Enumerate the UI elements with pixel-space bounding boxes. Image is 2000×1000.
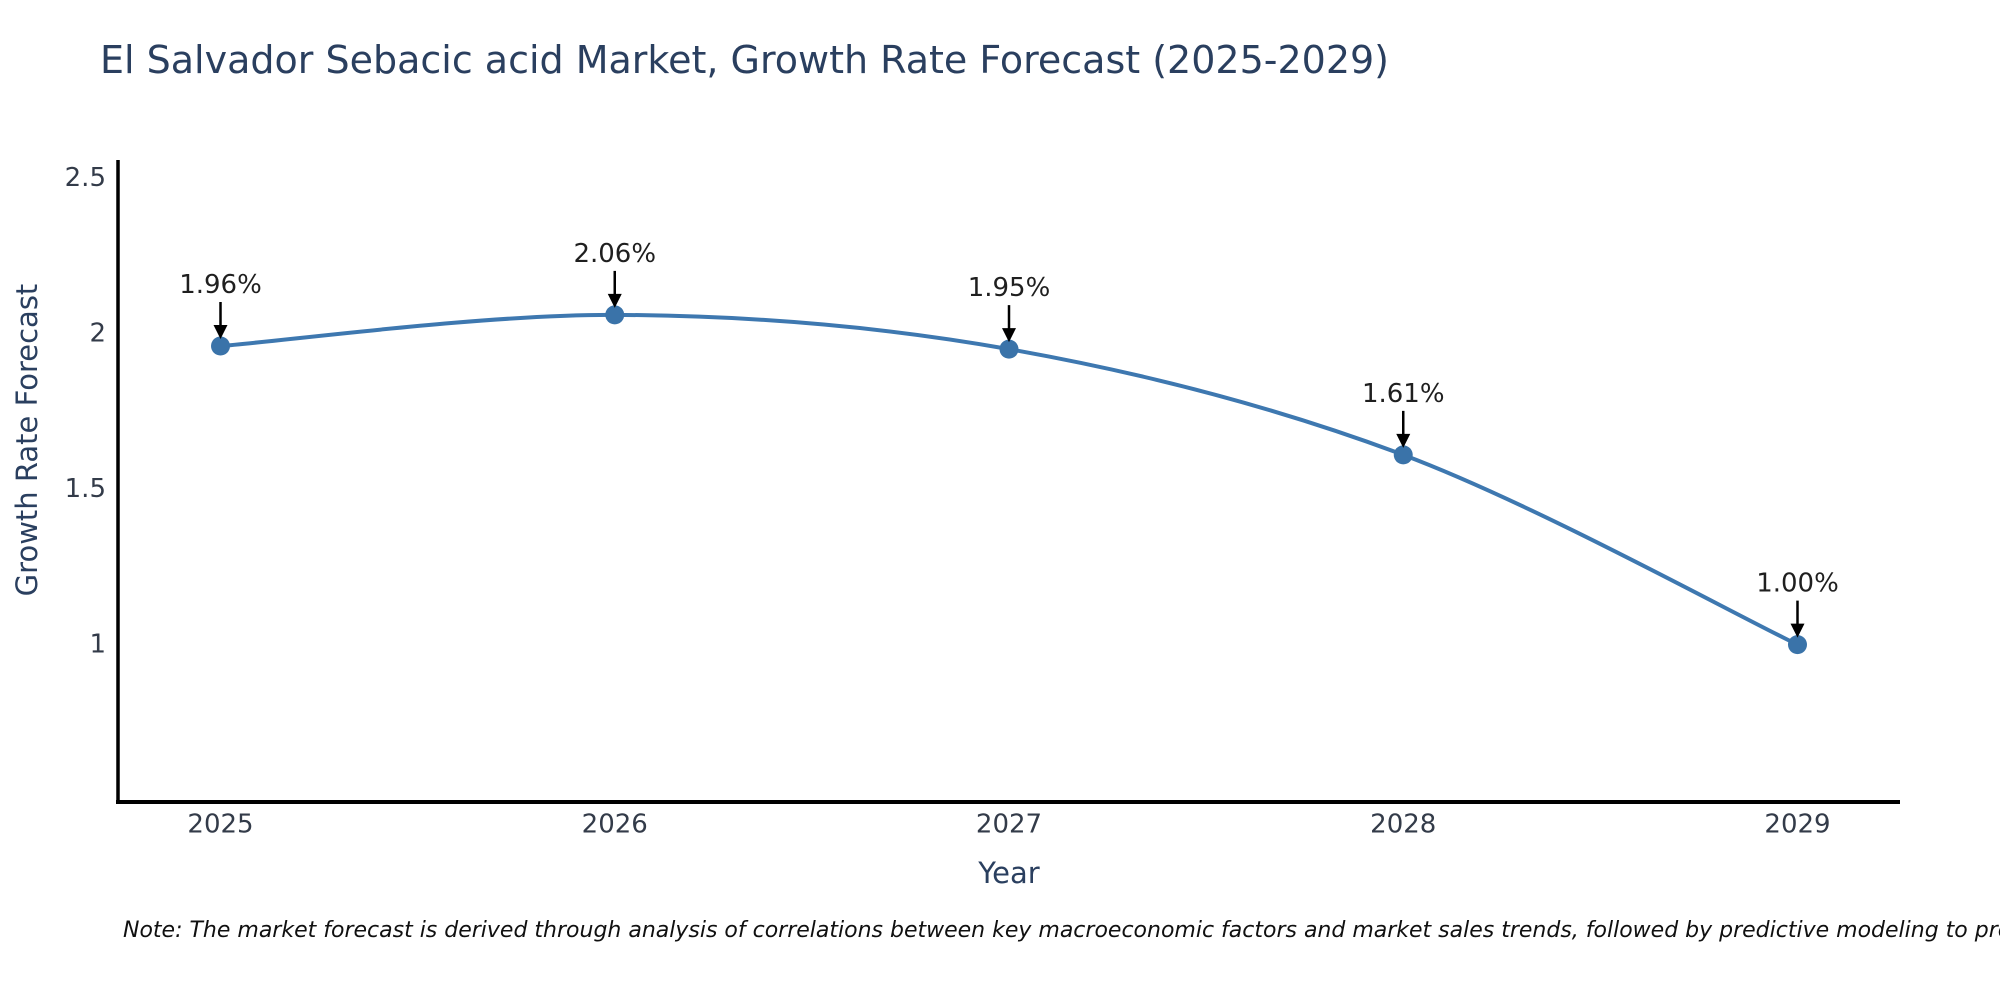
y-tick-label: 2 xyxy=(89,319,106,349)
x-tick-label: 2029 xyxy=(1764,809,1830,839)
point-annotation-label: 1.00% xyxy=(1756,569,1839,599)
line-series xyxy=(211,305,1807,655)
x-tick-label: 2025 xyxy=(187,809,253,839)
data-point-marker xyxy=(211,336,231,356)
footnote: Note: The market forecast is derived thr… xyxy=(123,918,2000,943)
series-line xyxy=(218,312,1800,647)
data-point-marker xyxy=(1393,445,1413,465)
annotations: 1.96% 2.06% 1.95% 1.61% 1.00% xyxy=(179,239,1839,638)
annotation-arrow-head xyxy=(1790,623,1805,638)
point-annotation-label: 1.95% xyxy=(968,273,1051,303)
y-tick-label: 2.5 xyxy=(65,163,106,193)
annotation-arrow-head xyxy=(213,325,228,340)
point-annotation-label: 1.96% xyxy=(179,270,262,300)
x-tick-label: 2028 xyxy=(1370,809,1436,839)
y-tick-label: 1 xyxy=(89,630,106,660)
axes xyxy=(116,160,1900,804)
annotation-arrow-head xyxy=(1002,328,1016,343)
y-tick-label: 1.5 xyxy=(65,474,106,504)
x-tick-label: 2026 xyxy=(582,809,648,839)
chart-title: El Salvador Sebacic acid Market, Growth … xyxy=(100,38,1389,82)
data-point-marker xyxy=(605,305,625,325)
data-point-marker xyxy=(1787,635,1807,655)
x-axis-title: Year xyxy=(978,856,1040,890)
tick-labels: 2.5 2 1.5 1 2025 2026 2027 2028 2029 xyxy=(65,163,1831,839)
x-tick-label: 2027 xyxy=(976,809,1042,839)
annotation-arrow-head xyxy=(1396,433,1411,448)
point-annotation-label: 2.06% xyxy=(573,239,656,269)
annotation-arrow-head xyxy=(607,293,622,308)
data-point-marker xyxy=(999,339,1019,359)
point-annotation-label: 1.61% xyxy=(1362,379,1445,409)
